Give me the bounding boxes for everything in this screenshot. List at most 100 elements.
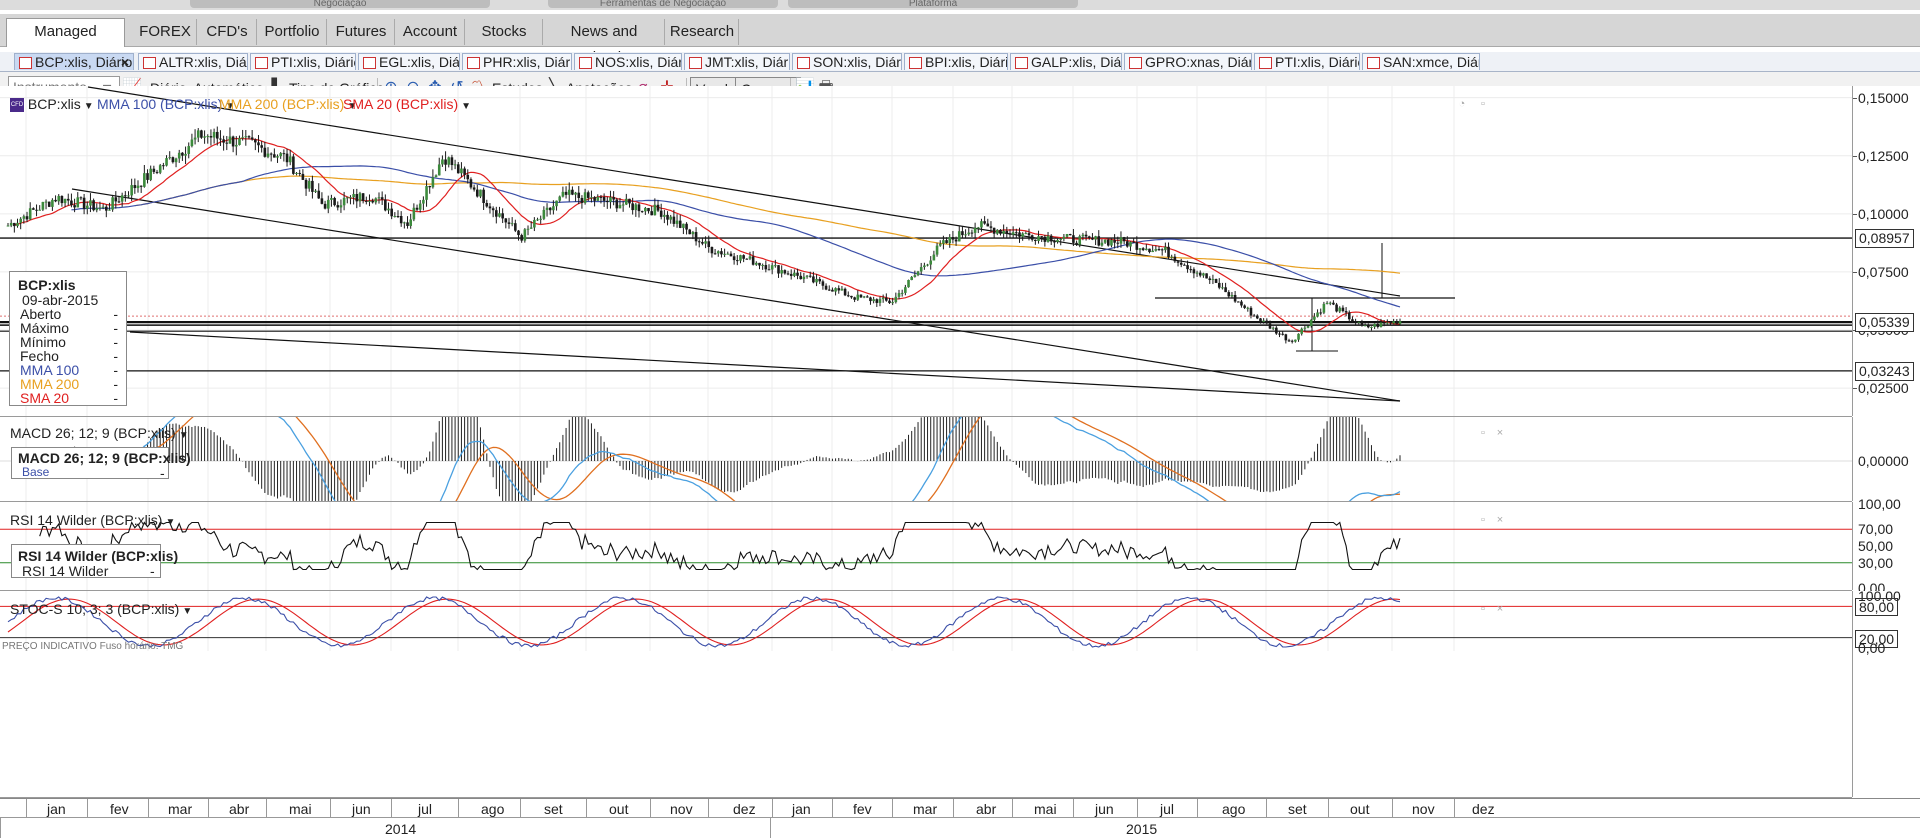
candle-body [992, 227, 996, 234]
candle-body [907, 279, 910, 288]
candle-body [1002, 230, 1005, 234]
top-strip-tab-negociacao[interactable]: Negociação [190, 0, 490, 8]
candle-body [1132, 241, 1135, 243]
tab-cfds[interactable]: CFD's [198, 19, 257, 45]
candle-body [279, 153, 282, 157]
candle-body [1379, 322, 1383, 327]
price-scale[interactable]: 0,150000,125000,100000,075000,050000,025… [1852, 86, 1920, 416]
chart-tab[interactable]: BCP:xlis, Diário × [14, 53, 134, 70]
stochastic-pane[interactable] [0, 591, 1852, 798]
price-tick-label: 0,12500 [1858, 147, 1909, 164]
candle-body [758, 262, 761, 266]
rsi-scale[interactable]: 100,00 70,00 50,00 30,00 0,00 [1852, 496, 1920, 596]
month-divider [953, 799, 954, 817]
candle-body [317, 190, 321, 199]
month-label: fev [853, 801, 872, 817]
chart-tab[interactable]: NOS:xlis, Diário [574, 53, 682, 70]
candle-body [1116, 242, 1120, 244]
tab-managed-funds[interactable]: Managed Funds× [6, 18, 125, 67]
macd-pane[interactable] [0, 417, 1852, 502]
candle-body [1135, 242, 1139, 250]
candle-body [9, 222, 13, 226]
candle-body [732, 256, 736, 261]
chart-tab[interactable]: BPI:xlis, Diário [904, 53, 1008, 70]
price-level-label: 0,08957 [1855, 229, 1914, 249]
candle-body [108, 209, 111, 211]
candle-body [35, 209, 38, 211]
candle-body [1208, 278, 1212, 281]
price-chart-pane[interactable] [0, 86, 1852, 417]
tick-mark [1853, 271, 1857, 273]
candle-body [1265, 320, 1269, 324]
top-strip-tab-ferramentas[interactable]: Ferramentas de Negociação [548, 0, 778, 8]
macd-signal-line [23, 417, 1401, 501]
tab-forex[interactable]: FOREX [134, 19, 197, 45]
candle-body [1138, 248, 1142, 250]
month-divider [520, 799, 521, 817]
candle-body [1243, 305, 1246, 308]
candle-body [1065, 234, 1069, 237]
candle-body [669, 216, 673, 220]
candle-body [913, 275, 917, 277]
candle-body [1056, 239, 1059, 242]
candle-body [437, 164, 441, 176]
candle-body [130, 185, 133, 196]
chart-tab[interactable]: ALTR:xlis, Diário [138, 53, 248, 70]
trend-line [87, 86, 1401, 297]
tab-research[interactable]: Research [666, 19, 739, 45]
stoch-tick-label: 100,00 [1858, 588, 1901, 604]
candle-body [1049, 235, 1053, 242]
time-axis[interactable]: jan fev mar abr mai jun jul ago set out nov dez jan f… [0, 798, 1920, 840]
candle-body [250, 137, 254, 140]
candle-body [70, 200, 73, 206]
month-divider [1197, 799, 1198, 817]
month-divider [458, 799, 459, 817]
candle-body [1176, 261, 1180, 263]
candle-body [1389, 322, 1392, 324]
chart-tab[interactable]: SAN:xmce, Diário [1362, 53, 1480, 70]
candle-body [796, 272, 799, 276]
candle-body [827, 289, 831, 291]
tab-portfolio[interactable]: Portfolio [258, 19, 327, 45]
candle-body [716, 251, 720, 254]
candle-body [1186, 265, 1189, 270]
candle-body [247, 136, 251, 138]
chart-tab-label: JMT:xlis, Diário [705, 54, 790, 70]
candle-body [612, 197, 615, 200]
candle-body [878, 299, 882, 303]
candle-body [95, 208, 99, 211]
candle-body [16, 222, 19, 227]
candle-body [336, 205, 340, 208]
candle-body [1034, 239, 1037, 242]
tab-futures[interactable]: Futures [328, 19, 395, 45]
stochastic-scale[interactable]: 100,00 80,00 20,00 0,00 [1852, 588, 1920, 797]
chart-tab[interactable]: EGL:xlis, Diário [358, 53, 460, 70]
chart-tab[interactable]: GALP:xlis, Diário [1010, 53, 1122, 70]
chart-tab[interactable]: PTI:xlis, Diário [250, 53, 356, 70]
chart-tab[interactable]: PTI:xlis, Diário [1254, 53, 1360, 70]
month-divider [650, 799, 651, 817]
chart-tab[interactable]: GPRO:xnas, Diário [1124, 53, 1252, 70]
candle-body [517, 230, 520, 236]
chart-tab[interactable]: JMT:xlis, Diário [684, 53, 790, 70]
candle-body [818, 278, 822, 282]
month-label: jun [352, 801, 371, 817]
candle-body [1354, 321, 1357, 323]
chart-tab[interactable]: PHR:xlis, Diário [462, 53, 572, 70]
candle-body [1366, 325, 1370, 328]
candle-body [545, 207, 549, 210]
candle-body [257, 142, 260, 146]
candle-body [615, 199, 619, 209]
macd-scale[interactable]: 0,00000 [1852, 417, 1920, 501]
candle-body [1046, 235, 1050, 242]
top-strip-tab-plataforma[interactable]: Plataforma [788, 0, 1078, 8]
candle-body [98, 207, 102, 209]
candle-body [504, 218, 508, 223]
tab-stocks[interactable]: Stocks [466, 19, 543, 45]
close-icon[interactable]: × [120, 54, 129, 70]
tab-news-and-calendar[interactable]: News and Calendar [544, 19, 665, 66]
chart-tab-label: BPI:xlis, Diário [925, 54, 1008, 70]
chart-tab[interactable]: SON:xlis, Diário [792, 53, 902, 70]
rsi-pane[interactable] [0, 502, 1852, 591]
tab-account[interactable]: Account [396, 19, 465, 45]
